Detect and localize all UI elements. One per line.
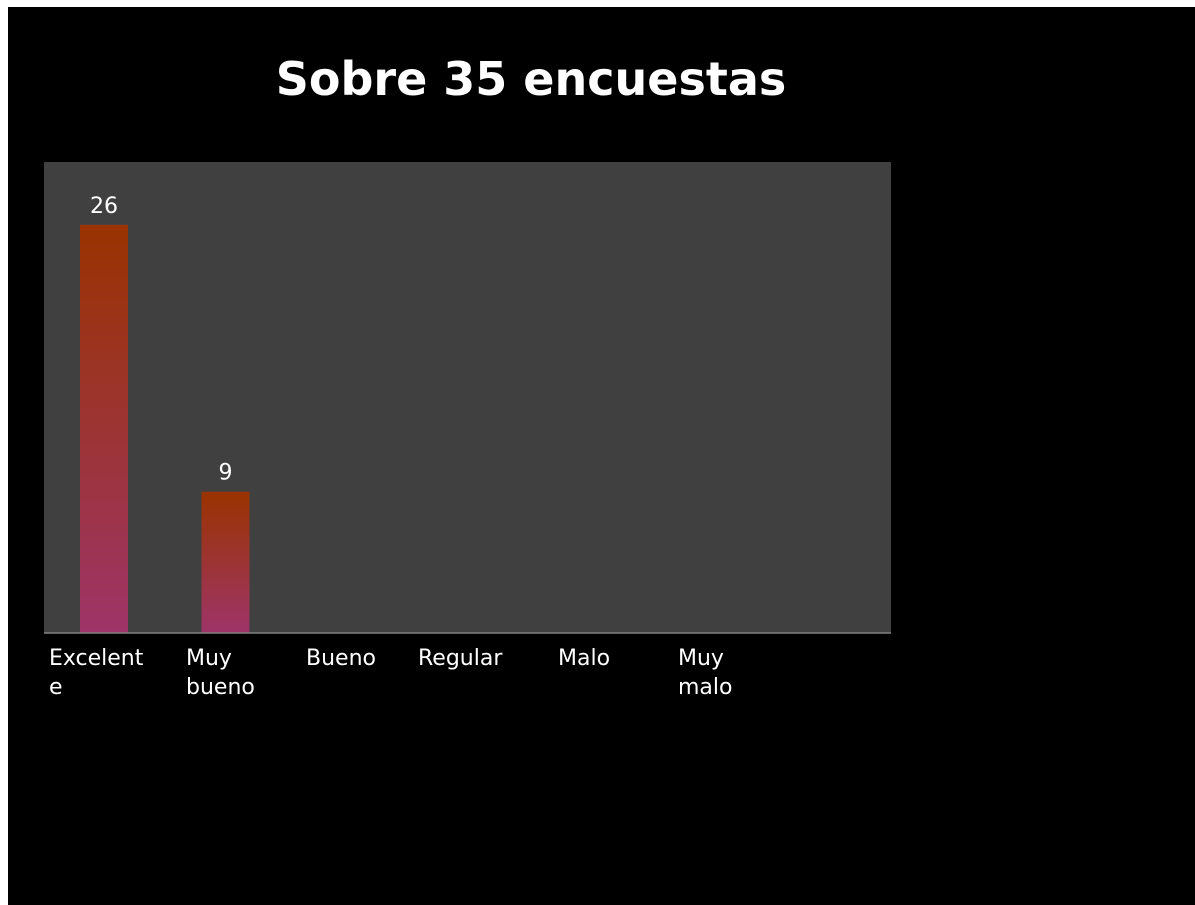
x-tick-label-line: Regular [418, 646, 503, 671]
bar-chart: 26 9 Excelent e Muy bueno Bueno Regular Malo Muy… [44, 162, 891, 700]
x-tick-labels: Excelent e Muy bueno Bueno Regular Malo Muy malo [49, 646, 732, 700]
x-tick-label-6: Muy malo [678, 646, 732, 700]
chart-title: Sobre 35 encuestas [275, 52, 787, 106]
x-tick-label-line: e [49, 675, 63, 700]
x-tick-label-4: Regular [418, 646, 503, 671]
x-tick-label-line: malo [678, 675, 732, 700]
data-label-1: 26 [90, 194, 118, 219]
x-tick-label-line: Muy [186, 646, 232, 671]
x-tick-label-line: bueno [186, 675, 255, 700]
x-tick-label-5: Malo [558, 646, 610, 671]
slide: Sobre 35 encuestas 26 9 Excelent e Muy bueno… [8, 7, 1195, 905]
x-tick-label-1: Excelent e [49, 646, 144, 700]
x-tick-label-line: Excelent [49, 646, 144, 671]
data-labels-layer: 26 9 [90, 194, 233, 486]
x-tick-label-line: Bueno [306, 646, 376, 671]
x-tick-label-3: Bueno [306, 646, 376, 671]
bar-2 [201, 491, 250, 633]
bars-layer [80, 224, 250, 634]
data-label-2: 9 [219, 461, 233, 486]
x-tick-label-line: Malo [558, 646, 610, 671]
x-tick-label-line: Muy [678, 646, 724, 671]
plot-area [44, 162, 891, 633]
bar-1 [80, 224, 128, 634]
x-tick-label-2: Muy bueno [186, 646, 255, 700]
